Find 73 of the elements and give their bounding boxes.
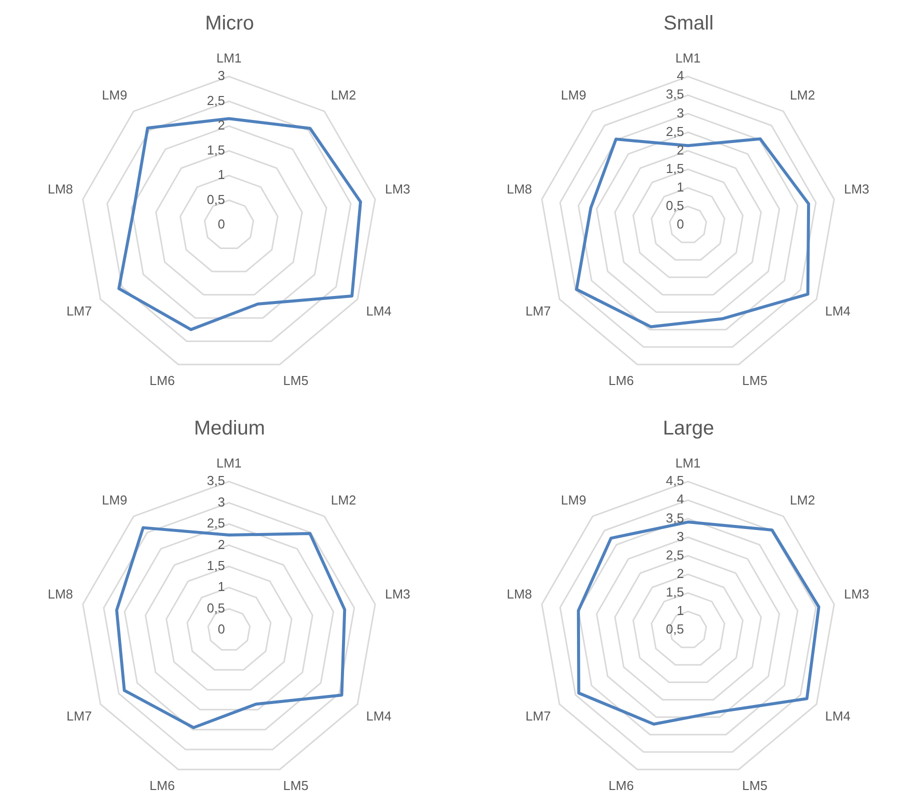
spoke-label: LM7 bbox=[526, 304, 551, 319]
spoke-label: LM5 bbox=[742, 778, 768, 794]
spoke-label: LM6 bbox=[150, 373, 175, 388]
spoke-label: LM1 bbox=[216, 50, 242, 66]
spoke-label: LM9 bbox=[560, 492, 586, 508]
spoke-label: LM2 bbox=[330, 492, 356, 508]
spoke-label: LM8 bbox=[506, 586, 532, 602]
y-tick-label: 2 bbox=[218, 118, 225, 133]
spoke-label: LM8 bbox=[506, 181, 532, 196]
y-tick-label: 1 bbox=[676, 603, 684, 618]
y-tick-label: 2,5 bbox=[666, 547, 684, 562]
spoke-label: LM2 bbox=[790, 492, 816, 508]
y-tick-label: 0,5 bbox=[206, 600, 225, 616]
y-tick-label: 1,5 bbox=[206, 142, 225, 158]
y-tick-label: 0 bbox=[218, 622, 225, 637]
spoke-label: LM3 bbox=[384, 181, 410, 196]
y-tick-label: 1,5 bbox=[666, 160, 684, 176]
y-tick-label: 1 bbox=[218, 579, 225, 594]
spoke-label: LM1 bbox=[675, 50, 701, 66]
spoke-label: LM3 bbox=[384, 586, 410, 602]
y-tick-label: 2,5 bbox=[206, 516, 225, 531]
spoke-label: LM3 bbox=[844, 181, 870, 196]
y-tick-label: 3,5 bbox=[206, 473, 225, 488]
spoke-label: LM5 bbox=[283, 778, 308, 794]
y-tick-label: 4 bbox=[676, 68, 684, 84]
spoke-label: LM7 bbox=[526, 708, 551, 724]
spoke-label: LM4 bbox=[366, 304, 392, 319]
chart-title: Small bbox=[663, 12, 714, 35]
y-tick-label: 4 bbox=[676, 492, 684, 507]
spoke-label: LM4 bbox=[366, 708, 392, 724]
y-tick-label: 2 bbox=[676, 142, 684, 158]
spoke-label: LM2 bbox=[330, 87, 356, 102]
y-tick-label: 0,5 bbox=[666, 622, 684, 637]
y-tick-label: 3 bbox=[218, 68, 225, 84]
spoke-label: LM1 bbox=[216, 455, 242, 470]
spoke-label: LM9 bbox=[102, 87, 128, 102]
chart-title: Medium bbox=[194, 418, 266, 440]
spoke-label: LM9 bbox=[560, 87, 586, 102]
spoke-label: LM9 bbox=[102, 492, 128, 508]
y-tick-label: 0,5 bbox=[666, 198, 684, 214]
spoke-label: LM8 bbox=[48, 586, 74, 602]
spoke-label: LM3 bbox=[844, 586, 870, 602]
y-tick-label: 0 bbox=[218, 216, 225, 232]
spoke-label: LM6 bbox=[608, 778, 634, 794]
y-tick-label: 0,5 bbox=[206, 192, 225, 207]
spoke-label: LM5 bbox=[742, 373, 768, 388]
spoke-label: LM6 bbox=[150, 778, 175, 794]
spoke-label: LM8 bbox=[48, 181, 74, 196]
y-tick-label: 4,5 bbox=[666, 473, 684, 488]
y-tick-label: 1,5 bbox=[666, 584, 684, 600]
y-tick-label: 2,5 bbox=[206, 92, 225, 108]
y-tick-label: 3 bbox=[676, 105, 684, 120]
spoke-label: LM4 bbox=[825, 304, 850, 319]
spoke-label: LM4 bbox=[825, 708, 850, 724]
spoke-label: LM5 bbox=[283, 373, 308, 388]
y-tick-label: 2 bbox=[676, 566, 684, 581]
y-tick-label: 1 bbox=[218, 167, 225, 182]
y-tick-label: 3,5 bbox=[666, 510, 684, 526]
y-tick-label: 3 bbox=[218, 494, 225, 510]
spoke-label: LM7 bbox=[66, 304, 92, 319]
spoke-label: LM2 bbox=[790, 87, 816, 102]
spoke-label: LM1 bbox=[675, 455, 701, 470]
y-tick-label: 2,5 bbox=[666, 124, 684, 139]
spoke-label: LM6 bbox=[608, 373, 634, 388]
y-tick-label: 1,5 bbox=[206, 558, 225, 573]
y-tick-label: 1 bbox=[676, 179, 684, 194]
y-tick-label: 3 bbox=[676, 528, 684, 544]
spoke-label: LM7 bbox=[66, 708, 92, 724]
chart-title: Large bbox=[662, 418, 714, 440]
chart-title: Micro bbox=[205, 12, 254, 35]
y-tick-label: 2 bbox=[218, 536, 225, 552]
y-tick-label: 3,5 bbox=[666, 86, 684, 102]
y-tick-label: 0 bbox=[676, 216, 684, 232]
